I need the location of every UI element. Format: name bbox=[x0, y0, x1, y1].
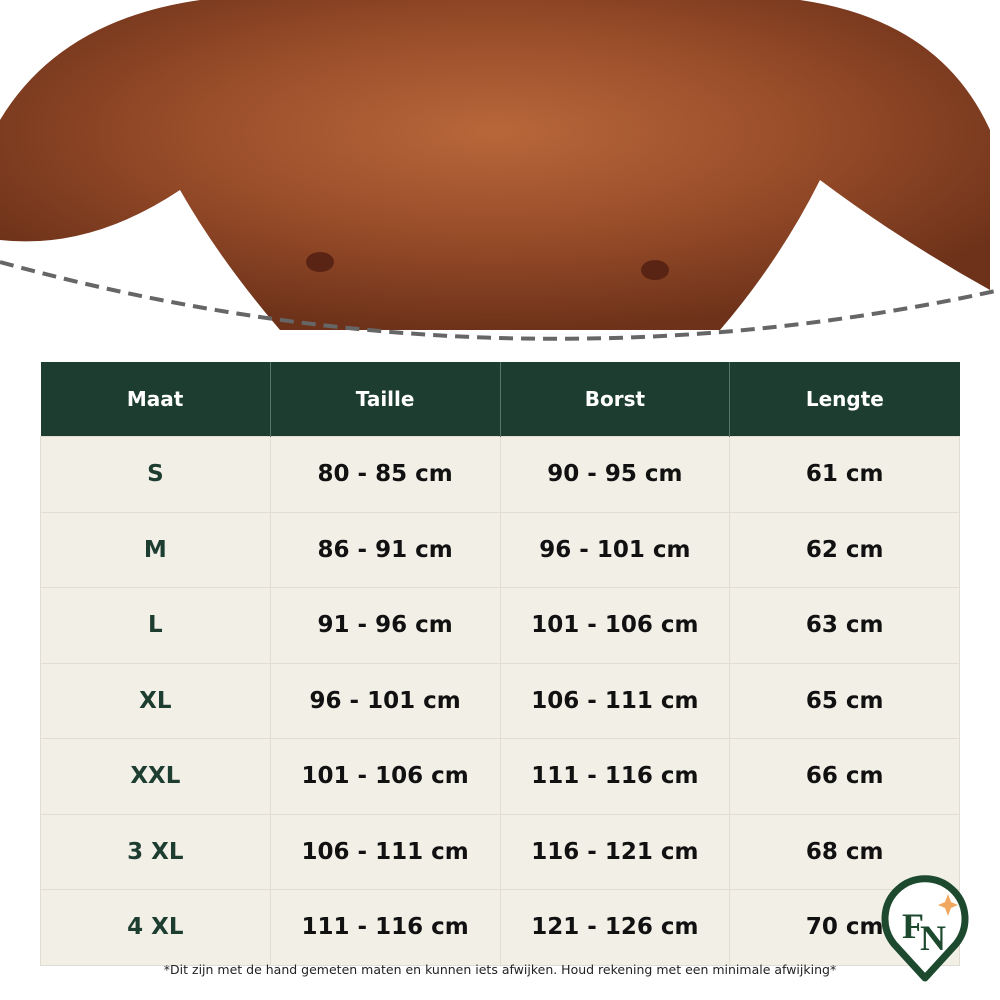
cell-lengte: 61 cm bbox=[729, 436, 960, 513]
cell-maat: 4 XL bbox=[40, 889, 271, 966]
cell-borst: 111 - 116 cm bbox=[499, 738, 731, 815]
cell-taille: 80 - 85 cm bbox=[269, 436, 501, 513]
cell-lengte: 66 cm bbox=[729, 738, 960, 815]
header-borst: Borst bbox=[500, 362, 731, 437]
cell-maat: XXL bbox=[40, 738, 271, 815]
fn-logo: F N bbox=[881, 875, 969, 982]
cell-borst: 96 - 101 cm bbox=[499, 511, 731, 588]
size-chart-table: Maat Taille Borst Lengte S 80 - 85 cm 90 -… bbox=[40, 362, 960, 966]
cell-lengte: 65 cm bbox=[729, 662, 960, 739]
cell-lengte: 68 cm bbox=[729, 813, 960, 890]
header-maat: Maat bbox=[40, 362, 271, 437]
table-row: XXL 101 - 106 cm 111 - 116 cm 66 cm bbox=[40, 738, 960, 815]
cell-maat: XL bbox=[40, 662, 271, 739]
cell-borst: 116 - 121 cm bbox=[499, 813, 731, 890]
table-row: XL 96 - 101 cm 106 - 111 cm 65 cm bbox=[40, 662, 960, 739]
table-row: 3 XL 106 - 111 cm 116 - 121 cm 68 cm bbox=[40, 813, 960, 890]
cell-maat: L bbox=[40, 587, 271, 664]
cell-borst: 90 - 95 cm bbox=[499, 436, 731, 513]
cell-maat: S bbox=[40, 436, 271, 513]
cell-maat: 3 XL bbox=[40, 813, 271, 890]
table-row: L 91 - 96 cm 101 - 106 cm 63 cm bbox=[40, 587, 960, 664]
table-row: 4 XL 111 - 116 cm 121 - 126 cm 70 cm bbox=[40, 889, 960, 966]
svg-text:F: F bbox=[902, 906, 924, 946]
cell-maat: M bbox=[40, 511, 271, 588]
cell-taille: 111 - 116 cm bbox=[269, 889, 501, 966]
svg-text:N: N bbox=[920, 918, 946, 958]
cell-taille: 96 - 101 cm bbox=[269, 662, 501, 739]
table-row: S 80 - 85 cm 90 - 95 cm 61 cm bbox=[40, 436, 960, 513]
cell-taille: 86 - 91 cm bbox=[269, 511, 501, 588]
cell-lengte: 63 cm bbox=[729, 587, 960, 664]
torso-photo bbox=[0, 0, 1000, 341]
cell-borst: 121 - 126 cm bbox=[499, 889, 731, 966]
cell-lengte: 62 cm bbox=[729, 511, 960, 588]
footnote: *Dit zijn met de hand gemeten maten en k… bbox=[163, 962, 837, 977]
cell-borst: 101 - 106 cm bbox=[499, 587, 731, 664]
cell-taille: 106 - 111 cm bbox=[269, 813, 501, 890]
cell-taille: 91 - 96 cm bbox=[269, 587, 501, 664]
header-taille: Taille bbox=[270, 362, 501, 437]
header-lengte: Lengte bbox=[729, 362, 960, 437]
cell-borst: 106 - 111 cm bbox=[499, 662, 731, 739]
cell-taille: 101 - 106 cm bbox=[269, 738, 501, 815]
table-header-row: Maat Taille Borst Lengte bbox=[40, 362, 960, 437]
table-row: M 86 - 91 cm 96 - 101 cm 62 cm bbox=[40, 511, 960, 588]
